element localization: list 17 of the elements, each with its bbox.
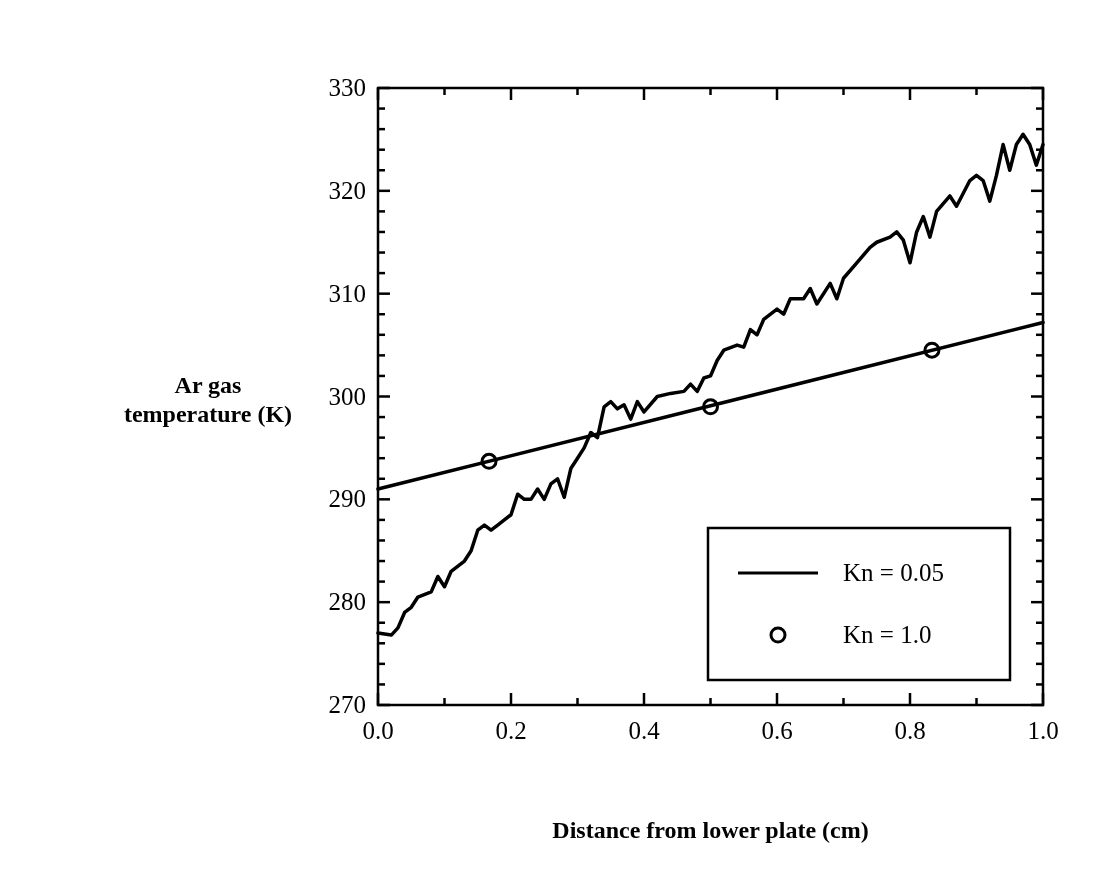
legend-label: Kn = 1.0 bbox=[843, 621, 932, 648]
legend-label: Kn = 0.05 bbox=[843, 559, 944, 586]
y-tick-label: 320 bbox=[328, 176, 366, 204]
x-axis-title: Distance from lower plate (cm) bbox=[552, 817, 869, 843]
y-tick-label: 310 bbox=[328, 279, 366, 307]
y-tick-label: 330 bbox=[328, 74, 366, 101]
y-tick-label: 280 bbox=[328, 588, 366, 616]
y-tick-label: 290 bbox=[328, 485, 366, 513]
y-tick-label: 300 bbox=[328, 382, 366, 410]
x-tick-label: 0.0 bbox=[362, 717, 394, 744]
y-tick-label: 270 bbox=[328, 691, 366, 718]
x-tick-label: 0.8 bbox=[894, 717, 926, 744]
x-tick-label: 1.0 bbox=[1027, 717, 1059, 744]
x-tick-label: 0.6 bbox=[761, 717, 793, 744]
y-axis-title: Ar gas temperature (K) bbox=[123, 372, 293, 427]
x-tick-label: 0.2 bbox=[495, 717, 527, 744]
x-tick-label: 0.4 bbox=[628, 717, 661, 744]
